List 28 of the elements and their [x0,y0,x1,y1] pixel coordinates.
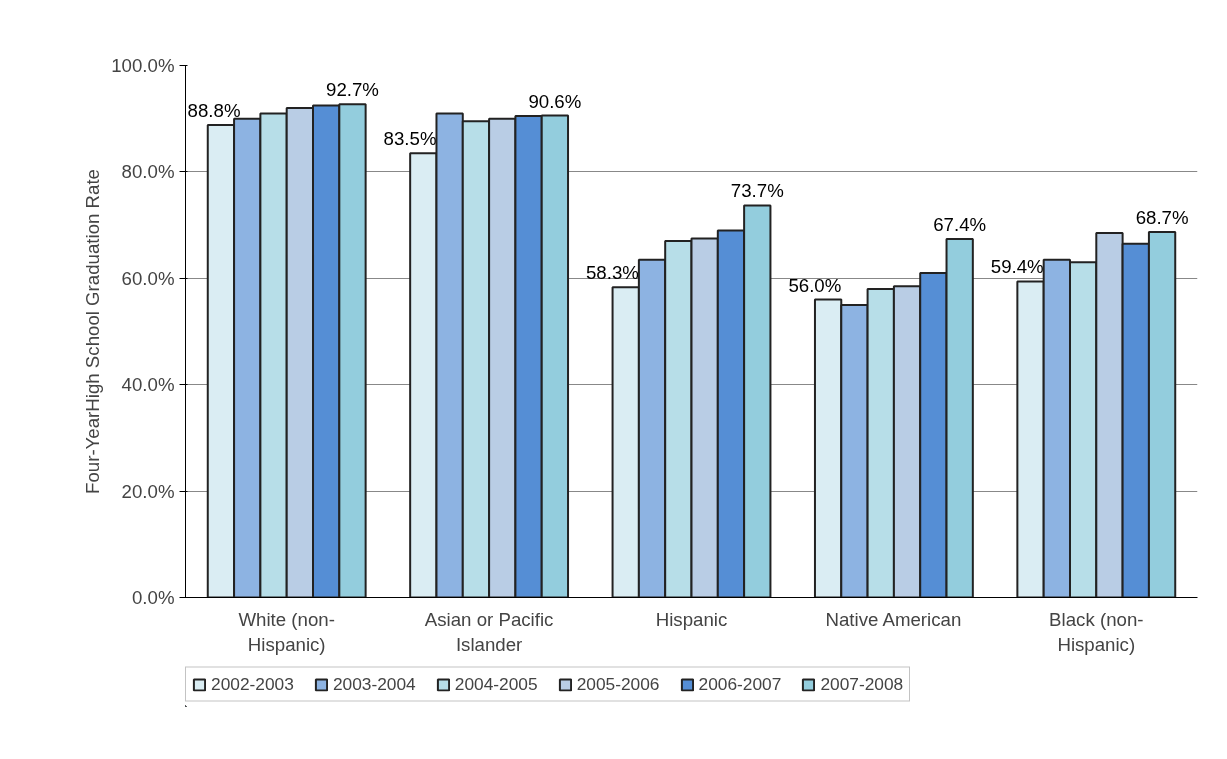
y-tick-label: 80.0% [121,161,175,183]
x-tick-label: Asian or Pacific Islander [424,608,554,655]
data-label: 92.7% [326,79,379,101]
data-label: 90.6% [528,90,582,112]
x-tick-label: Hispanic [655,608,728,630]
y-tick-label: 60.0% [121,267,175,289]
legend-label: 2006-2007 [698,673,782,695]
data-label: 67.4% [933,213,987,235]
y-tick-label: 40.0% [121,374,175,396]
legend-label: 2004-2005 [454,673,538,695]
x-tick-label: Black (non-Hispanic) [1049,608,1144,655]
data-label: 73.7% [730,180,784,202]
data-label: 59.4% [990,256,1044,278]
y-tick-label: 100.0% [111,55,175,76]
legend-label: 2007-2008 [820,673,904,695]
x-tick-label: Native American [825,608,962,630]
legend-label: 2005-2006 [576,673,660,695]
data-label: 88.8% [187,100,241,122]
x-tick-label: White (non-Hispanic) [238,608,335,655]
legend-label: 2003-2004 [332,673,416,695]
data-label: 83.5% [383,128,437,150]
legend-label: 2002-2003 [211,673,294,695]
data-label: 56.0% [788,274,842,296]
y-axis-title: Four-YearHigh School Graduation Rate [82,169,104,494]
data-label: 68.7% [1135,207,1189,229]
y-tick-label: 20.0% [121,480,175,502]
data-label: 58.3% [585,262,639,284]
y-tick-label: 0.0% [131,587,175,608]
